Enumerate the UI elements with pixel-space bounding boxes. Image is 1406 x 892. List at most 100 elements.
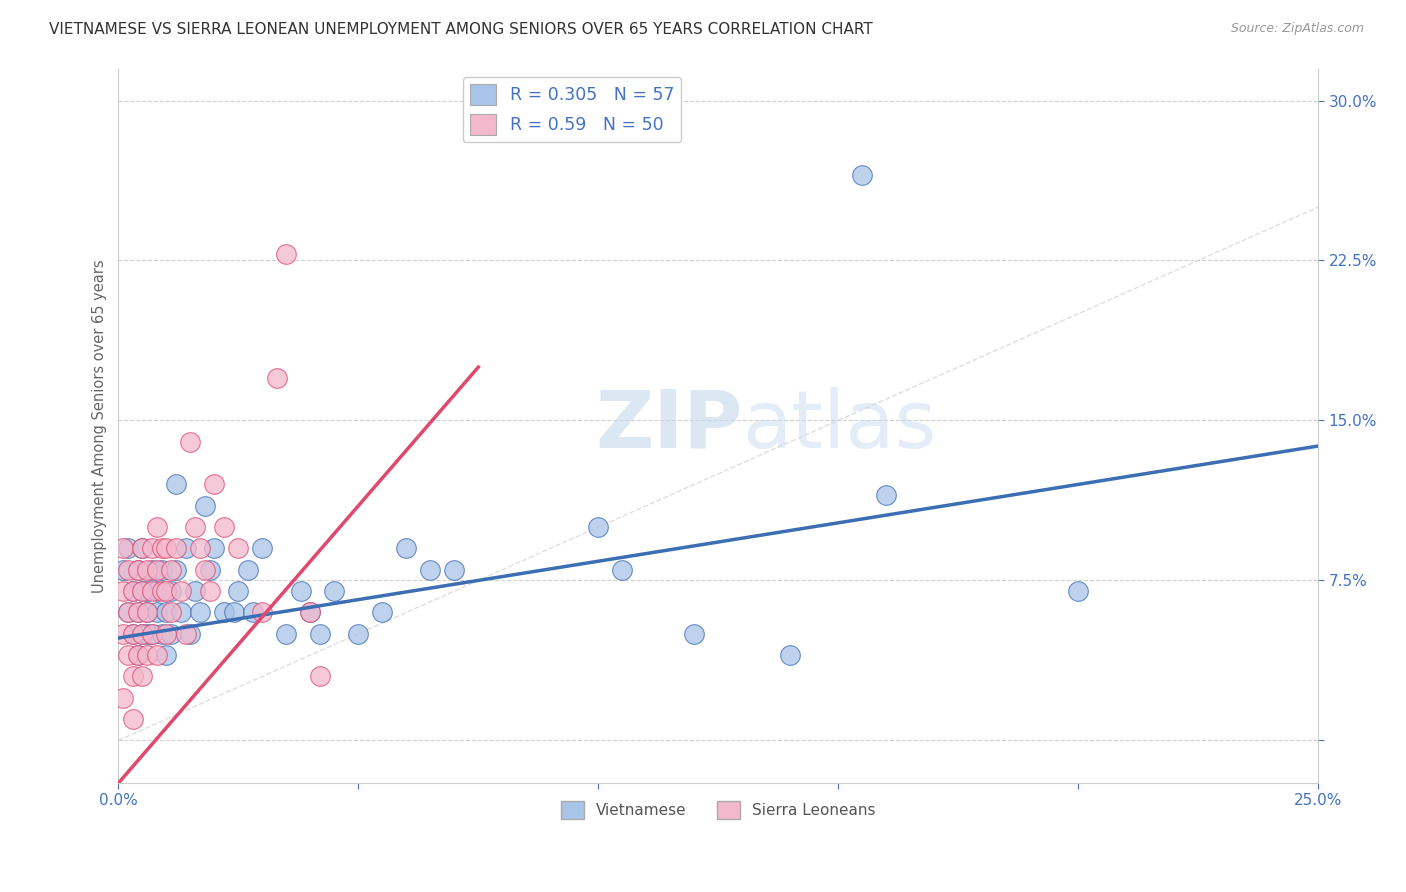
Point xyxy=(276,626,298,640)
Point xyxy=(212,606,235,620)
Point xyxy=(165,541,187,556)
Point xyxy=(136,626,159,640)
Point xyxy=(198,563,221,577)
Point xyxy=(112,690,135,705)
Point xyxy=(127,606,149,620)
Point xyxy=(347,626,370,640)
Point xyxy=(121,626,143,640)
Point xyxy=(121,712,143,726)
Point xyxy=(112,541,135,556)
Text: VIETNAMESE VS SIERRA LEONEAN UNEMPLOYMENT AMONG SENIORS OVER 65 YEARS CORRELATIO: VIETNAMESE VS SIERRA LEONEAN UNEMPLOYMEN… xyxy=(49,22,873,37)
Point xyxy=(198,584,221,599)
Point xyxy=(290,584,312,599)
Point xyxy=(443,563,465,577)
Point xyxy=(117,541,139,556)
Point xyxy=(146,606,169,620)
Point xyxy=(127,563,149,577)
Text: Source: ZipAtlas.com: Source: ZipAtlas.com xyxy=(1230,22,1364,36)
Point xyxy=(117,563,139,577)
Point xyxy=(155,606,177,620)
Point xyxy=(160,584,183,599)
Point xyxy=(252,606,274,620)
Point xyxy=(136,584,159,599)
Point xyxy=(179,626,201,640)
Text: ZIP: ZIP xyxy=(595,387,742,465)
Point xyxy=(395,541,418,556)
Point xyxy=(371,606,394,620)
Point xyxy=(131,669,153,683)
Point xyxy=(188,541,211,556)
Point xyxy=(174,541,197,556)
Point xyxy=(112,584,135,599)
Y-axis label: Unemployment Among Seniors over 65 years: Unemployment Among Seniors over 65 years xyxy=(93,259,107,592)
Point xyxy=(202,477,225,491)
Point xyxy=(150,541,173,556)
Point xyxy=(875,488,897,502)
Point xyxy=(117,606,139,620)
Point xyxy=(299,606,322,620)
Point xyxy=(131,626,153,640)
Point xyxy=(179,434,201,449)
Point xyxy=(683,626,706,640)
Point xyxy=(202,541,225,556)
Point xyxy=(188,606,211,620)
Point xyxy=(131,541,153,556)
Point xyxy=(309,669,332,683)
Point xyxy=(136,648,159,662)
Point xyxy=(299,606,322,620)
Point xyxy=(212,520,235,534)
Point xyxy=(117,648,139,662)
Point xyxy=(146,563,169,577)
Point xyxy=(160,563,183,577)
Point xyxy=(112,563,135,577)
Point xyxy=(141,541,163,556)
Point xyxy=(131,584,153,599)
Point xyxy=(170,606,193,620)
Point xyxy=(131,584,153,599)
Point xyxy=(121,584,143,599)
Point xyxy=(1067,584,1090,599)
Point xyxy=(222,606,245,620)
Point xyxy=(252,541,274,556)
Point xyxy=(136,606,159,620)
Point xyxy=(160,626,183,640)
Point xyxy=(184,520,207,534)
Point xyxy=(127,606,149,620)
Point xyxy=(184,584,207,599)
Point xyxy=(612,563,634,577)
Point xyxy=(194,563,217,577)
Point xyxy=(851,168,873,182)
Point xyxy=(141,626,163,640)
Point xyxy=(127,648,149,662)
Point xyxy=(127,648,149,662)
Point xyxy=(165,563,187,577)
Point xyxy=(127,563,149,577)
Point xyxy=(150,563,173,577)
Point xyxy=(155,626,177,640)
Point xyxy=(146,520,169,534)
Point xyxy=(323,584,346,599)
Point xyxy=(194,499,217,513)
Point xyxy=(160,606,183,620)
Point xyxy=(146,584,169,599)
Point xyxy=(170,584,193,599)
Point xyxy=(236,563,259,577)
Point xyxy=(146,648,169,662)
Point xyxy=(117,606,139,620)
Point xyxy=(779,648,801,662)
Point xyxy=(588,520,610,534)
Point xyxy=(131,626,153,640)
Point xyxy=(141,563,163,577)
Point xyxy=(309,626,332,640)
Point xyxy=(136,606,159,620)
Point xyxy=(242,606,264,620)
Point xyxy=(121,584,143,599)
Point xyxy=(228,541,250,556)
Text: atlas: atlas xyxy=(742,387,936,465)
Point xyxy=(276,247,298,261)
Point xyxy=(150,584,173,599)
Point xyxy=(155,648,177,662)
Point xyxy=(121,626,143,640)
Point xyxy=(141,626,163,640)
Point xyxy=(174,626,197,640)
